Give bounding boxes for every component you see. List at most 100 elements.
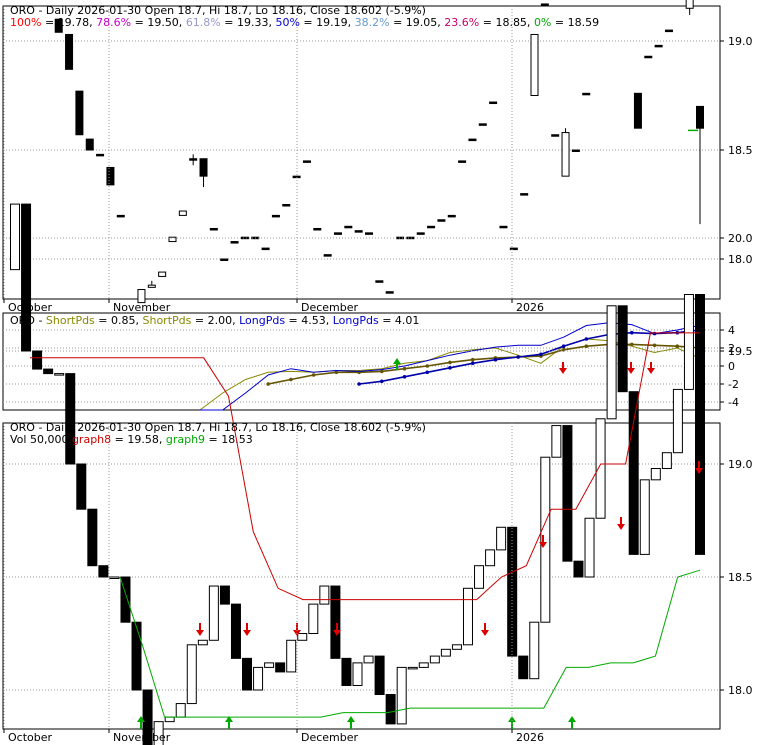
open-close-bar xyxy=(87,508,98,567)
y-tick-label: 2 xyxy=(728,342,735,355)
x-tick-label: November xyxy=(113,301,171,314)
open-close-bar xyxy=(396,666,407,725)
candle-body xyxy=(499,225,508,229)
legend-part: = 19.19, xyxy=(300,16,355,29)
open-close-bar xyxy=(208,585,219,641)
price-legend-title: ORO - Daily 2026-01-30 Open 18.7, Hi 18.… xyxy=(10,4,426,17)
x-tick-label: December xyxy=(301,731,359,744)
indicator-series-line xyxy=(200,322,701,411)
legend-part: = 19.78, xyxy=(41,16,96,29)
open-close-bar xyxy=(485,549,496,567)
legend-part: = 19.58, xyxy=(111,433,166,446)
candle-body xyxy=(530,33,539,96)
legend-part: graph9 xyxy=(166,433,205,446)
x-tick-label: October xyxy=(8,731,52,744)
candle-body xyxy=(106,166,115,186)
y-tick-label: 20.0 xyxy=(728,232,753,245)
x-tick-label: December xyxy=(301,301,359,314)
y-tick-label: 18.0 xyxy=(728,684,753,697)
candle-body xyxy=(344,225,353,229)
candle-body xyxy=(520,193,529,196)
open-close-bar xyxy=(661,452,672,470)
open-close-bars xyxy=(10,203,705,745)
open-close-bar xyxy=(562,425,573,562)
open-close-bar xyxy=(264,662,275,668)
legend-part: 50% xyxy=(275,16,299,29)
open-close-bar xyxy=(385,694,396,725)
candle-body xyxy=(137,289,146,304)
candle-body xyxy=(271,214,280,218)
candle-body xyxy=(540,3,549,6)
x-tick-label: 2026 xyxy=(516,731,544,744)
sell-arrow-icon xyxy=(647,362,655,374)
price-panel-frame xyxy=(2,5,721,300)
indicator-panel-frame xyxy=(2,312,721,411)
legend-part: LongPds xyxy=(333,314,379,327)
open-close-bar xyxy=(43,368,54,375)
legend-part: = 19.33, xyxy=(221,16,276,29)
candle-body xyxy=(561,132,570,177)
candle-body xyxy=(333,232,342,235)
open-close-bar xyxy=(330,585,341,659)
legend-part: LongPds xyxy=(239,314,285,327)
y-tick-label: 19.0 xyxy=(728,35,753,48)
legend-part: 78.6% xyxy=(96,16,131,29)
candle-body xyxy=(178,210,187,216)
open-close-bar xyxy=(672,388,683,454)
buy-arrow-icon xyxy=(225,716,233,729)
candle-body xyxy=(147,284,156,288)
candle-body xyxy=(85,138,94,151)
open-close-bar xyxy=(164,716,175,723)
open-close-bar xyxy=(584,517,595,578)
price-gridlines xyxy=(3,40,720,260)
candle-body xyxy=(644,55,653,59)
open-close-bar xyxy=(308,603,319,634)
bar-y-axis: 20.0 19.5 19.0 18.5 18.0 xyxy=(720,232,753,697)
open-close-bar xyxy=(275,662,286,673)
graph9-line xyxy=(119,569,701,718)
open-close-bar xyxy=(98,565,109,578)
bar-legend-series: Vol 50,000 graph8 = 19.58, graph9 = 18.5… xyxy=(10,433,253,446)
y-tick-label: 0 xyxy=(728,360,735,373)
candle-body xyxy=(189,158,198,161)
y-tick-label: 19.5 xyxy=(728,345,753,358)
candle-body xyxy=(365,232,374,235)
bar-x-axis: October November December 2026 xyxy=(3,423,544,744)
legend-part: = 18.85, xyxy=(479,16,534,29)
candle-body xyxy=(96,153,105,157)
open-close-bar xyxy=(374,655,385,696)
legend-part: = 18.59 xyxy=(551,16,599,29)
open-close-bar xyxy=(650,468,661,481)
sell-arrow-icon xyxy=(293,623,301,636)
open-close-bar xyxy=(76,463,87,510)
y-tick-label: -4 xyxy=(728,396,739,409)
y-tick-label: 4 xyxy=(728,324,735,337)
indicator-series-line xyxy=(199,338,701,411)
open-close-bar xyxy=(418,662,429,668)
candle-body xyxy=(427,225,436,229)
y-tick-label: 18.0 xyxy=(728,253,753,266)
open-close-bar xyxy=(219,585,230,605)
open-close-bar xyxy=(21,203,32,352)
open-close-bar xyxy=(462,587,473,646)
sell-arrow-icon xyxy=(559,362,567,374)
open-close-bar xyxy=(529,621,540,680)
open-close-bar xyxy=(253,666,264,691)
legend-part: ORO - Daily 2026-01-30 Open 18.7, Hi 18.… xyxy=(10,4,426,17)
open-close-bar xyxy=(153,721,164,745)
price-candles xyxy=(54,0,704,323)
sell-arrow-icon xyxy=(333,623,341,636)
legend-part: 100% xyxy=(10,16,41,29)
indicator-series-line xyxy=(268,343,701,385)
legend-part: ShortPds xyxy=(46,314,95,327)
open-close-bar xyxy=(551,425,562,458)
fib-legend: 100% = 19.78, 78.6% = 19.50, 61.8% = 19.… xyxy=(10,16,599,29)
open-close-bar xyxy=(695,294,705,555)
price-y-axis: 20.019.519.018.518.0 xyxy=(720,35,753,266)
buy-arrow-icon xyxy=(347,716,355,729)
sell-arrow-icon xyxy=(481,623,489,636)
candle-body xyxy=(230,241,239,244)
open-close-bar xyxy=(131,621,142,691)
candle-body xyxy=(582,92,591,96)
bar-legend-title: ORO - Daily 2026-01-30 Open 18.7, Hi 18.… xyxy=(10,421,426,434)
